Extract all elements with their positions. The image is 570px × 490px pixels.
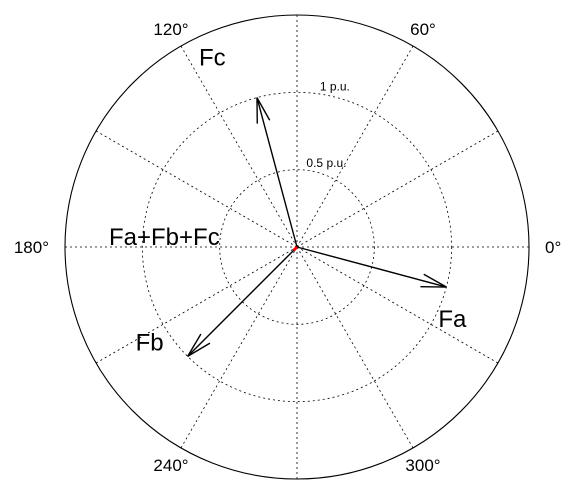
- ring-labels: 1 p.u. 0.5 p.u.: [306, 80, 349, 170]
- vectors: [187, 97, 447, 357]
- spoke-line-30: [296, 130, 499, 248]
- angle-labels: 0° 60° 120° 180° 240° 300°: [14, 20, 561, 475]
- vector-fb: [187, 246, 298, 357]
- arrowhead-fc: [256, 97, 271, 124]
- outer-circle: [64, 14, 530, 480]
- vector-fc: [256, 97, 298, 248]
- ring-label-0_5: 0.5 p.u.: [306, 156, 346, 170]
- vector-labels: Fa Fb Fc Fa+Fb+Fc: [109, 45, 467, 357]
- grid-ring-0: [219, 169, 375, 325]
- spoke-line-60: [296, 45, 414, 248]
- spoke-line-240: [180, 246, 298, 449]
- angle-label-240: 240°: [153, 456, 188, 475]
- vector-label-fa: Fa: [438, 306, 467, 333]
- vector-label-fb: Fb: [136, 329, 164, 356]
- angle-label-300: 300°: [405, 456, 440, 475]
- vector-fa-plus-fb-plus-fc: [292, 245, 299, 252]
- angle-label-120: 120°: [153, 20, 188, 39]
- arrowhead-fb: [187, 333, 211, 357]
- vector-label-fa-plus-fb-plus-fc: Fa+Fb+Fc: [109, 224, 220, 251]
- vector-label-fc: Fc: [199, 45, 226, 72]
- spoke-line-210: [95, 246, 298, 364]
- spoke-line-330: [296, 246, 499, 364]
- angle-label-0: 0°: [545, 238, 561, 257]
- angle-label-180: 180°: [14, 238, 49, 257]
- vector-fa: [296, 246, 447, 288]
- angle-label-60: 60°: [410, 20, 436, 39]
- spoke-line-300: [296, 246, 414, 449]
- grid-ring-1: [141, 91, 453, 403]
- ring-label-1: 1 p.u.: [320, 80, 350, 94]
- polar-grid: [64, 14, 530, 480]
- spoke-line-150: [95, 130, 298, 248]
- spoke-line-120: [180, 45, 298, 248]
- arrowhead-fa: [420, 273, 447, 288]
